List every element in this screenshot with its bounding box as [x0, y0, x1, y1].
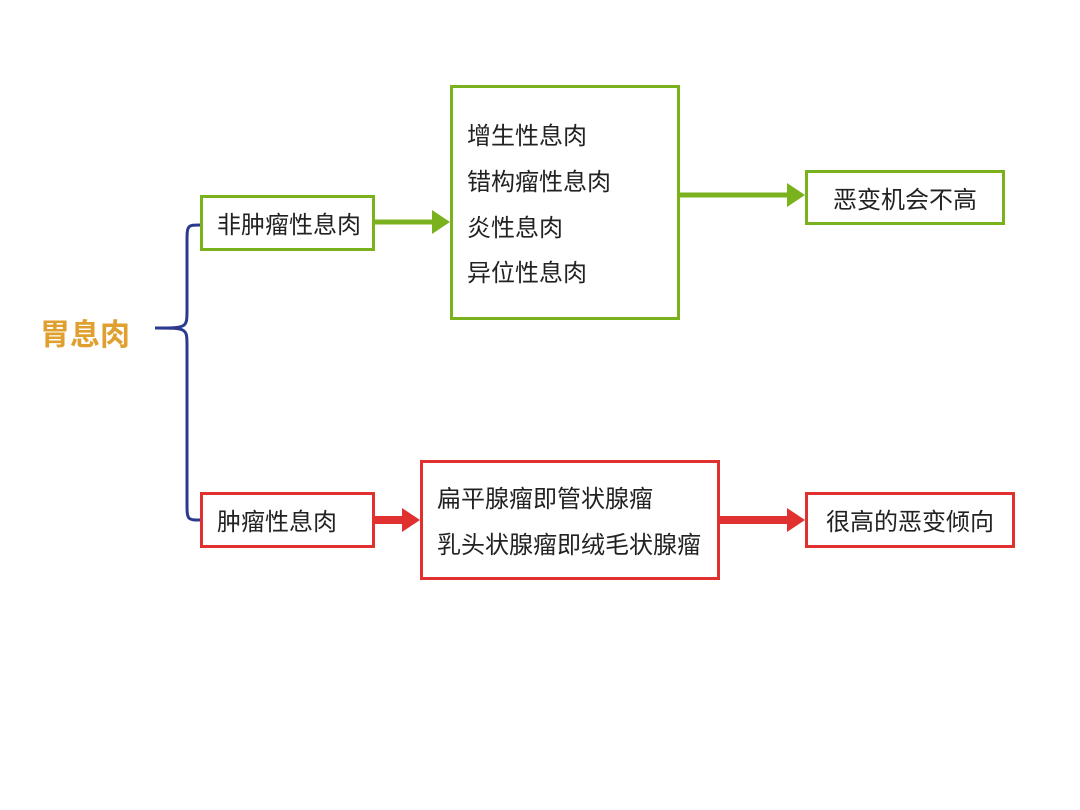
arrow-1	[680, 183, 805, 207]
node-n_nonneo: 非肿瘤性息肉	[200, 195, 375, 251]
node-n_highrisk: 很高的恶变倾向	[805, 492, 1015, 548]
node-n_neo: 肿瘤性息肉	[200, 492, 375, 548]
node-text: 乳头状腺瘤即绒毛状腺瘤	[437, 520, 703, 566]
node-text: 炎性息肉	[467, 203, 663, 249]
node-text: 异位性息肉	[467, 248, 663, 294]
node-text: 错构瘤性息肉	[467, 157, 663, 203]
arrow-3	[720, 508, 805, 532]
arrow-2	[375, 508, 420, 532]
brace	[155, 225, 201, 520]
node-n_types_top: 增生性息肉错构瘤性息肉炎性息肉异位性息肉	[450, 85, 680, 320]
node-text: 增生性息肉	[467, 111, 663, 157]
node-text: 很高的恶变倾向	[822, 497, 998, 543]
diagram-stage: 胃息肉 非肿瘤性息肉 增生性息肉错构瘤性息肉炎性息肉异位性息肉 恶变机会不高肿瘤性息…	[0, 0, 1080, 810]
node-text: 扁平腺瘤即管状腺瘤	[437, 474, 703, 520]
root-label: 胃息肉	[40, 310, 130, 354]
node-text: 非肿瘤性息肉	[217, 200, 358, 246]
node-text: 恶变机会不高	[822, 175, 988, 221]
node-n_types_bot: 扁平腺瘤即管状腺瘤乳头状腺瘤即绒毛状腺瘤	[420, 460, 720, 580]
node-text: 肿瘤性息肉	[217, 497, 358, 543]
arrow-0	[375, 210, 450, 234]
node-n_lowrisk: 恶变机会不高	[805, 170, 1005, 225]
